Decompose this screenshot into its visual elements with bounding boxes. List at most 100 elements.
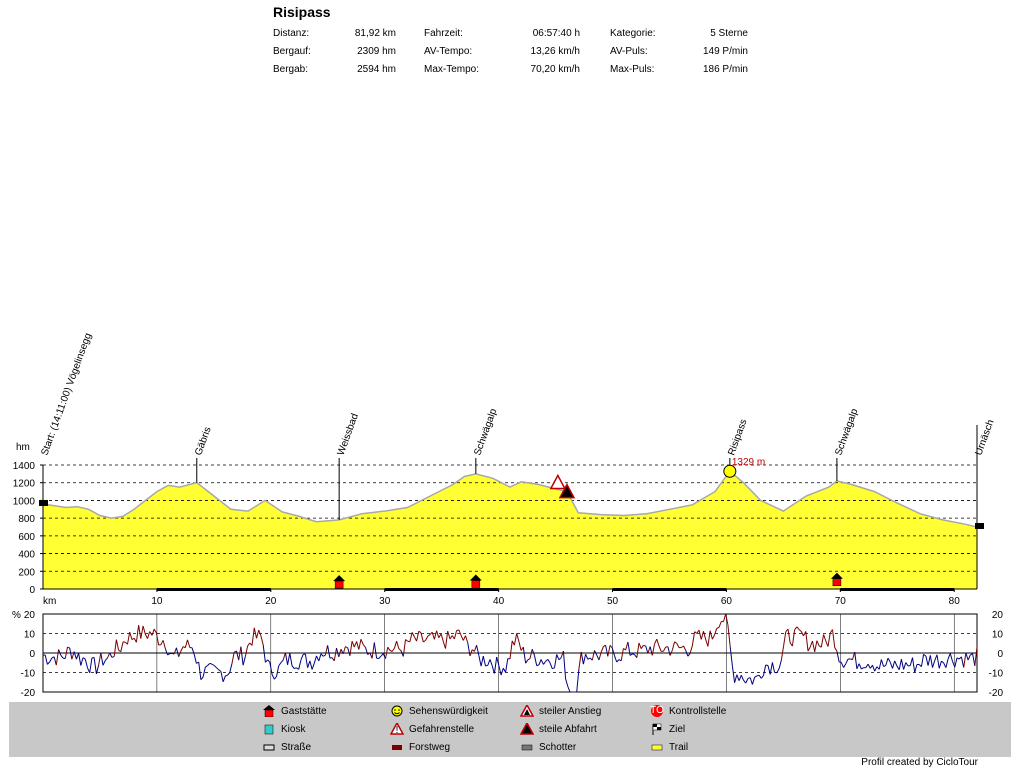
legend-label: Kiosk: [281, 723, 306, 735]
gradient-segment: [836, 651, 840, 663]
gradient-segment: [500, 668, 504, 676]
gradient-segment: [887, 657, 891, 663]
gradient-segment: [409, 632, 413, 642]
stat-v2-0: 06:57:40 h: [532, 28, 580, 39]
gradient-segment: [213, 665, 217, 669]
gradient-ytick-right-20: 20: [992, 610, 1004, 621]
gradient-segment: [82, 657, 86, 660]
house-body: [471, 580, 481, 588]
gradient-segment: [67, 646, 70, 649]
gradient-segment: [743, 679, 747, 684]
gradient-segment: [700, 631, 704, 640]
gradient-segment: [823, 634, 827, 642]
gradient-segment: [280, 659, 284, 664]
gradient-segment: [941, 660, 944, 664]
gradient-segment: [609, 644, 613, 649]
legend-label: Gaststätte: [281, 705, 327, 717]
gradient-segment: [300, 654, 304, 660]
gradient-segment: [756, 674, 760, 677]
gradient-ytick-left--10: -10: [21, 669, 36, 680]
xtick-70: 70: [835, 596, 847, 607]
gradient-segment: [627, 641, 631, 656]
gradient-segment: [218, 669, 222, 672]
gradient-segment: [95, 665, 100, 675]
gradient-segment: [109, 652, 113, 658]
gradient-segment: [287, 653, 291, 665]
legend-item-10: Ziel: [650, 723, 685, 735]
gradient-segment: [636, 642, 640, 658]
gradient-segment: [129, 631, 133, 640]
gradient-segment: [956, 657, 960, 660]
gradient-segment: [456, 629, 460, 632]
waypoint-label-1: Gäbris: [193, 426, 213, 457]
legend-label: Kontrollstelle: [669, 705, 727, 717]
gradient-segment: [476, 645, 480, 656]
gradient-segment: [318, 653, 322, 662]
gradient-segment: [480, 655, 484, 667]
gradient-segment: [207, 663, 211, 666]
gradient-segment: [405, 639, 409, 642]
gradient-segment: [311, 663, 315, 670]
gradient-segment: [222, 675, 226, 682]
legend-label: Trail: [669, 741, 689, 753]
gradient-segment: [654, 638, 658, 645]
stat-v2-2: 70,20 km/h: [530, 64, 580, 75]
gradient-segment: [402, 639, 406, 657]
gradient-segment: [816, 640, 820, 646]
gradient-segment: [231, 652, 235, 664]
gradient-segment: [556, 654, 560, 660]
gradient-segment: [718, 621, 722, 628]
gradient-segment: [180, 646, 184, 652]
gradient-segment: [144, 633, 148, 639]
gradient-segment: [552, 667, 555, 670]
gradient-segment: [527, 658, 531, 661]
gradient-segment: [173, 647, 177, 655]
gradient-segment: [903, 662, 907, 670]
house-body: [334, 580, 344, 589]
stat-v1-2: 2594 hm: [357, 64, 396, 75]
gradient-segment: [591, 650, 595, 661]
gradient-segment: [585, 654, 589, 660]
gradient-segment: [104, 657, 108, 661]
gradient-segment: [47, 661, 51, 665]
gradient-ytick-left--20: -20: [21, 688, 36, 699]
gradient-segment: [889, 662, 893, 669]
gradient-segment: [200, 676, 204, 681]
gradient-segment: [616, 659, 620, 663]
gradient-segment: [418, 630, 422, 634]
gaststaette-marker-schwaegalp-1: [469, 574, 482, 588]
gradient-segment: [883, 664, 887, 667]
gradient-segment: [453, 630, 458, 640]
gradient-segment: [794, 626, 798, 631]
xtick-80: 80: [949, 596, 961, 607]
gradient-segment: [442, 641, 446, 649]
gradient-segment: [843, 663, 847, 668]
gradient-segment: [760, 675, 764, 679]
gradient-segment: [71, 651, 75, 660]
gradient-segment: [518, 641, 522, 651]
gradient-segment: [282, 652, 286, 661]
gradient-segment: [731, 666, 736, 683]
gradient-segment: [909, 657, 913, 666]
gradient-segment: [236, 650, 240, 661]
gradient-segment: [478, 655, 482, 667]
gradient-segment: [416, 631, 420, 642]
start-marker: [39, 499, 48, 506]
gradient-segment: [825, 640, 829, 647]
gradient-segment: [127, 632, 131, 645]
gradient-segment: [547, 659, 551, 664]
gradient-segment: [834, 647, 838, 652]
ytick-600: 600: [18, 532, 35, 543]
gradient-segment: [294, 667, 297, 669]
gradient-segment: [338, 649, 342, 658]
gradient-segment: [44, 654, 48, 665]
gradient-segment: [827, 632, 831, 647]
gradient-segment: [716, 626, 720, 629]
gradient-segment: [905, 662, 909, 667]
ytick-400: 400: [18, 550, 35, 561]
gradient-segment: [333, 648, 337, 661]
legend-label: Schotter: [539, 741, 577, 753]
gradient-segment: [861, 667, 864, 670]
gradient-segment: [329, 657, 333, 659]
finish-flag-icon: [650, 723, 664, 735]
